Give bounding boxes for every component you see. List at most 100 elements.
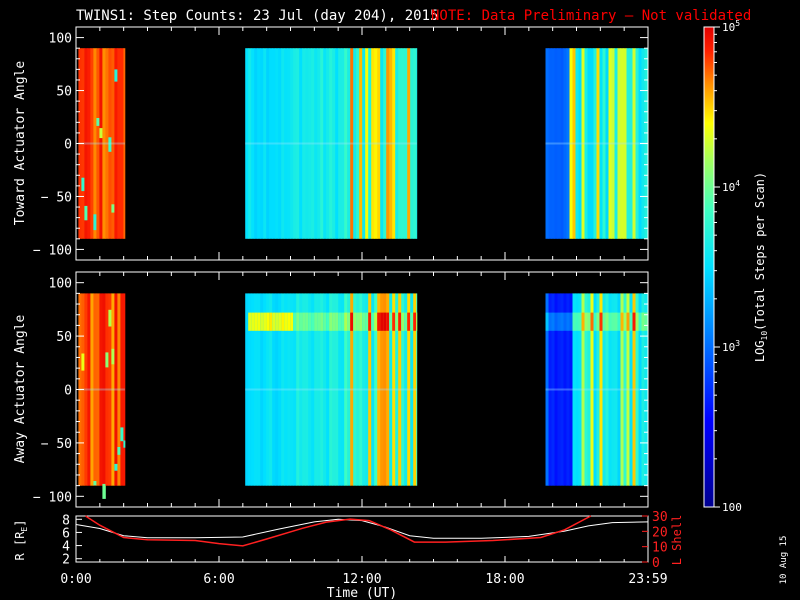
heat-band [341, 312, 345, 331]
heat-band [272, 312, 276, 331]
colorbar-label: LOG10(Total Steps per Scan) [753, 172, 769, 362]
heat-column [326, 293, 330, 486]
heat-column [626, 293, 630, 486]
heat-column [84, 293, 88, 486]
heat-column [605, 293, 609, 486]
heat-band [410, 312, 414, 331]
heat-column [114, 293, 118, 486]
heat-column [575, 48, 579, 239]
heat-column [617, 48, 621, 239]
heat-column [545, 293, 549, 486]
heat-column [123, 293, 126, 486]
colorbar-tick-exp: 5 [735, 19, 740, 28]
colorbar-tick-exp: 3 [735, 339, 740, 348]
heat-column [407, 48, 411, 239]
heat-column [314, 293, 318, 486]
heat-column [551, 293, 555, 486]
heat-band [404, 312, 408, 331]
heat-column [551, 48, 555, 239]
heat-column [332, 48, 336, 239]
heat-column [623, 293, 627, 486]
heat-band [377, 312, 381, 331]
heat-column [413, 293, 417, 486]
heat-band [632, 312, 636, 331]
heat-column [398, 293, 402, 486]
heat-band [302, 312, 306, 331]
heat-column [341, 293, 345, 486]
heat-column [245, 293, 249, 486]
heat-column [284, 48, 288, 239]
heat-band [347, 312, 351, 331]
heat-blotch [111, 204, 115, 213]
heat-band [563, 312, 567, 331]
heat-column [87, 48, 91, 239]
heat-column [99, 293, 103, 486]
colorbar-tick-base: 10 [722, 21, 735, 34]
heat-column [395, 48, 399, 239]
heat-column [620, 48, 624, 239]
heat-band [308, 312, 312, 331]
heat-column [311, 293, 315, 486]
heat-column [611, 48, 615, 239]
heat-band [557, 312, 561, 331]
heat-column [389, 48, 393, 239]
heat-band [266, 312, 270, 331]
heat-column [374, 293, 378, 486]
heat-band [257, 312, 261, 331]
orbit-frame [75, 515, 649, 563]
heat-blotch [105, 352, 109, 368]
heat-column [626, 48, 630, 239]
heat-column [587, 48, 591, 239]
heat-column [635, 48, 639, 239]
heat-band [575, 312, 579, 331]
heat-column [596, 293, 600, 486]
heat-column [105, 48, 109, 239]
orbit-left-label-main: R [R [13, 531, 27, 561]
x-tick-label: 18:00 [485, 572, 524, 587]
heat-column [572, 293, 576, 486]
heat-column [398, 48, 402, 239]
l-tick-label: 20 [652, 525, 668, 540]
heat-band [356, 312, 360, 331]
heat-column [275, 293, 279, 486]
heat-column [383, 293, 387, 486]
heat-column [614, 48, 618, 239]
heat-column [593, 293, 597, 486]
heat-column [350, 293, 354, 486]
heat-band [284, 312, 288, 331]
heat-column [320, 293, 324, 486]
y-tick-label: 0 [64, 138, 72, 153]
heat-column [111, 293, 115, 486]
heat-column [96, 293, 100, 486]
heat-band [566, 312, 570, 331]
colorbar-tick-label: 103 [722, 339, 740, 354]
heat-column [578, 293, 582, 486]
heat-midline [78, 388, 125, 391]
away-panel: 100 50 0 − 50 − 100 Away Actuator Angle [13, 271, 649, 508]
x-tick-label: 6:00 [203, 572, 234, 587]
heat-band [287, 312, 291, 331]
heat-band [371, 312, 375, 331]
heat-midline [245, 142, 417, 145]
heat-band [401, 312, 405, 331]
heat-column [632, 48, 636, 239]
colorbar-label-sub: 10 [760, 331, 769, 341]
r-tick-label: 2 [62, 553, 70, 568]
heat-band [332, 312, 336, 331]
heat-column [305, 48, 309, 239]
heat-column [120, 293, 124, 486]
heat-column [368, 48, 372, 239]
heat-column [87, 293, 91, 486]
heat-band [569, 312, 573, 331]
heat-column [380, 48, 384, 239]
heat-band [281, 312, 285, 331]
away-y-ticks: 100 50 0 − 50 − 100 [33, 271, 649, 508]
orbit-left-label-sub: E [20, 527, 29, 532]
heat-column [563, 293, 567, 486]
heat-column [257, 293, 261, 486]
heat-column [287, 293, 291, 486]
heat-column [575, 293, 579, 486]
heat-column [581, 48, 585, 239]
heat-band [299, 312, 303, 331]
heat-band [590, 312, 594, 331]
